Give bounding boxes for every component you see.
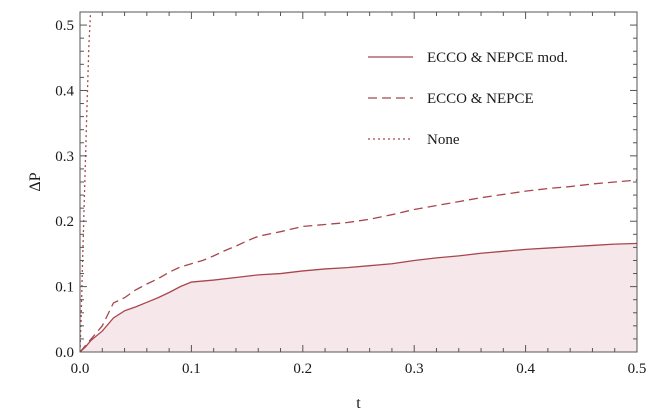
x-tick-label: 0.4 <box>516 361 535 377</box>
series-fill-1 <box>80 243 637 352</box>
x-tick-label: 0.3 <box>405 361 424 377</box>
y-tick-label: 0.1 <box>55 280 74 296</box>
y-tick-label: 0.0 <box>55 345 74 361</box>
y-tick-label: 0.5 <box>55 18 74 34</box>
legend-label-1: ECCO & NEPCE mod. <box>427 50 568 66</box>
y-tick-label: 0.3 <box>55 149 74 165</box>
x-axis-label: t <box>356 395 361 412</box>
y-tick-label: 0.2 <box>55 214 74 230</box>
legend-label-2: ECCO & NEPCE <box>427 91 534 107</box>
x-tick-label: 0.5 <box>628 361 647 377</box>
series-line-1 <box>80 242 637 352</box>
y-tick-label: 0.4 <box>55 83 74 99</box>
plot-fill-layer <box>80 243 637 352</box>
plot-lines-layer <box>80 12 637 352</box>
axis-tick-labels: 0.0 0.1 0.2 0.3 0.4 0.5 0.0 0.1 0.2 0.3 0.4 0.5 <box>55 18 646 377</box>
x-tick-label: 0.2 <box>293 361 312 377</box>
series-line-3 <box>80 12 92 352</box>
legend: ECCO & NEPCE mod. ECCO & NEPCE None <box>368 50 568 148</box>
x-tick-label: 0.0 <box>71 361 90 377</box>
y-axis-label: ΔP <box>27 172 44 191</box>
axis-ticks <box>79 12 638 353</box>
series-line-2 <box>80 179 637 352</box>
legend-label-3: None <box>427 132 460 148</box>
x-tick-label: 0.1 <box>182 361 201 377</box>
